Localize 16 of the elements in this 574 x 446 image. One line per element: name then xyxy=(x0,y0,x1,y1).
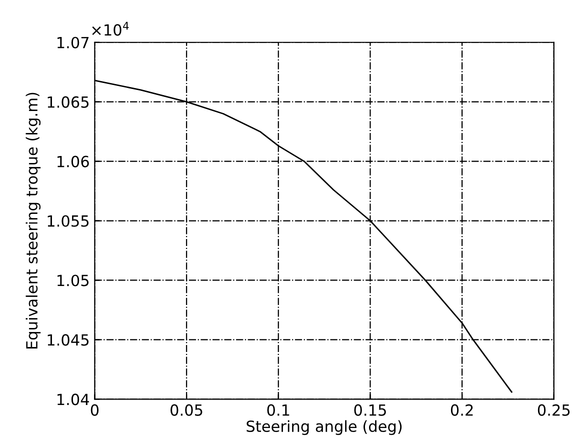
y-tick-label: 1.07 xyxy=(58,36,89,48)
x-tick-label: 0.25 xyxy=(538,404,570,416)
x-tick-label: 0 xyxy=(90,404,99,416)
y-tick-label: 1.05 xyxy=(58,274,89,286)
y-tick-label: 1.04 xyxy=(58,394,89,406)
y-tick-label: 1.045 xyxy=(48,334,89,346)
y-axis-title: Equivalent steering troque (kg.m) xyxy=(26,92,41,349)
x-tick-label: 0.2 xyxy=(450,404,473,416)
x-tick-label: 0.1 xyxy=(267,404,290,416)
x-axis-title: Steering angle (deg) xyxy=(246,420,402,435)
y-tick-label: 1.055 xyxy=(48,215,89,227)
text: ×10$^{4}$ xyxy=(92,22,129,36)
x-tick-label: 0.15 xyxy=(354,404,386,416)
y-tick-label: 1.06 xyxy=(58,156,89,168)
x-tick-label: 0.05 xyxy=(170,404,202,416)
y-tick-label: 1.065 xyxy=(48,96,89,108)
